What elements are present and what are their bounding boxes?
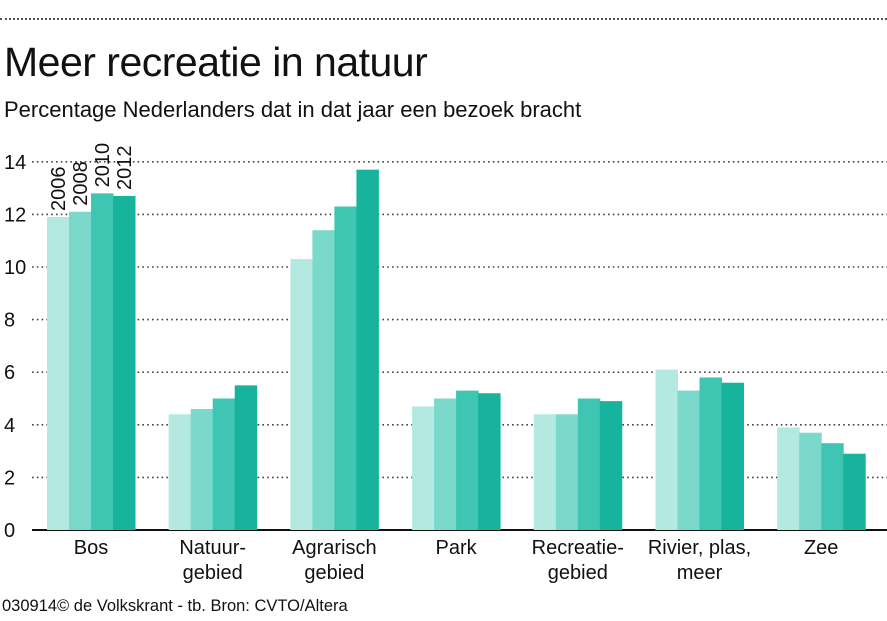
- chart-title: Meer recreatie in natuur: [4, 39, 428, 85]
- bar-4-2012: [599, 401, 623, 530]
- category-label-0-0: Bos: [74, 537, 108, 559]
- bar-1-2012: [234, 385, 258, 530]
- y-tick-label-0: 0: [4, 520, 15, 542]
- bar-6-2010: [821, 443, 844, 530]
- category-label-4-1: gebied: [548, 562, 608, 584]
- category-label-3-0: Park: [436, 537, 478, 559]
- category-label-4-0: Recreatie-: [532, 537, 624, 559]
- bar-2-2010: [334, 206, 357, 530]
- bar-2-2012: [356, 169, 379, 530]
- category-label-2-0: Agrarisch: [292, 537, 376, 559]
- bar-0-2008: [69, 211, 92, 530]
- top-dotted-rule: [0, 18, 887, 20]
- bar-4-2006: [533, 414, 557, 530]
- y-tick-label-2: 2: [4, 467, 15, 489]
- category-label-5-0: Rivier, plas,: [648, 537, 751, 559]
- y-tick-label-10: 10: [4, 257, 26, 279]
- y-tick-label-12: 12: [4, 204, 26, 226]
- y-tick-label-14: 14: [4, 152, 26, 174]
- category-label-2-1: gebied: [304, 562, 364, 584]
- bar-1-2006: [168, 414, 192, 530]
- chart-subtitle: Percentage Nederlanders dat in dat jaar …: [4, 97, 582, 122]
- y-tick-label-8: 8: [4, 310, 15, 332]
- bar-6-2008: [799, 432, 822, 530]
- bar-0-2010: [91, 193, 114, 531]
- bar-6-2006: [777, 427, 800, 530]
- bar-5-2010: [699, 377, 722, 530]
- bar-5-2008: [677, 390, 700, 530]
- bar-3-2012: [478, 393, 501, 530]
- bar-5-2012: [721, 382, 744, 530]
- category-label-1-1: gebied: [183, 562, 243, 584]
- bar-3-2010: [456, 390, 479, 530]
- y-tick-label-6: 6: [4, 362, 15, 384]
- bar-6-2012: [843, 453, 866, 530]
- bar-0-2012: [113, 195, 136, 530]
- legend-label-2012: 2012: [114, 145, 136, 190]
- bar-2-2006: [290, 259, 313, 530]
- bar-2-2008: [312, 230, 335, 530]
- bar-5-2006: [655, 369, 678, 530]
- source-credit: 030914© de Volkskrant - tb. Bron: CVTO/A…: [2, 597, 348, 615]
- bar-4-2008: [555, 414, 579, 530]
- category-label-5-1: meer: [677, 562, 723, 584]
- bar-3-2006: [412, 406, 435, 530]
- bar-0-2006: [47, 217, 70, 530]
- legend-label-2008: 2008: [70, 161, 92, 206]
- bar-3-2008: [434, 398, 457, 530]
- category-label-1-0: Natuur-: [179, 537, 246, 559]
- category-label-6-0: Zee: [804, 537, 838, 559]
- bar-1-2010: [212, 398, 236, 530]
- bar-1-2008: [190, 409, 214, 530]
- bar-4-2010: [577, 398, 601, 530]
- legend-label-2006: 2006: [48, 167, 70, 212]
- y-tick-label-4: 4: [4, 415, 15, 437]
- legend-label-2010: 2010: [92, 143, 114, 188]
- bar-chart: 0 2 4 6 8 10 12 14 Bos Natuur-gebied Agrarisch gebi…: [4, 143, 887, 584]
